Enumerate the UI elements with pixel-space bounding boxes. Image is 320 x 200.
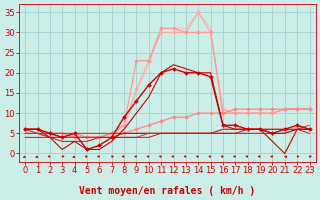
X-axis label: Vent moyen/en rafales ( km/h ): Vent moyen/en rafales ( km/h ): [79, 186, 255, 196]
